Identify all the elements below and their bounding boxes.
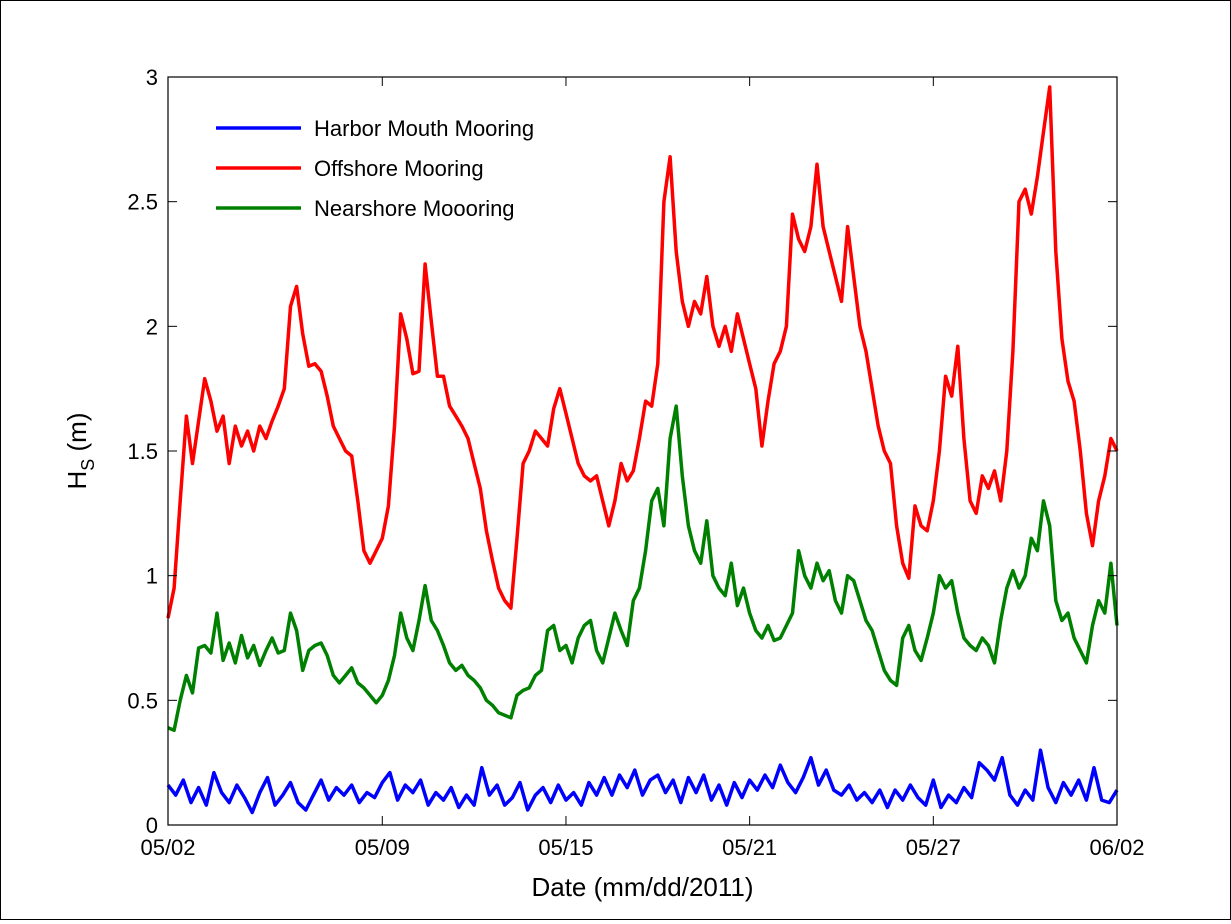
y-axis-label-subscript: S xyxy=(78,459,98,471)
legend-label-2: Nearshore Moooring xyxy=(314,196,515,221)
legend-label-0: Harbor Mouth Mooring xyxy=(314,116,534,141)
y-tick-label: 1 xyxy=(146,564,158,589)
ticks-layer: 0 0.5 1 1.5 2 2.5 3 05/02 05/09 05/15 05/21 05/27 06… xyxy=(127,65,1144,860)
x-tick-label: 05/02 xyxy=(140,835,195,860)
series-line-2 xyxy=(167,404,1119,733)
series-layer xyxy=(166,85,1119,815)
x-tick-label: 05/27 xyxy=(906,835,961,860)
legend-label-1: Offshore Mooring xyxy=(314,156,484,181)
series-line-1 xyxy=(166,85,1119,619)
series-line-0 xyxy=(166,748,1119,815)
x-tick-label: 05/15 xyxy=(538,835,593,860)
y-tick-label: 1.5 xyxy=(127,439,158,464)
x-axis-label: Date (mm/dd/2011) xyxy=(531,872,753,902)
y-tick-label: 0.5 xyxy=(127,688,158,713)
axes-box xyxy=(167,76,1118,826)
x-tick-label: 06/02 xyxy=(1089,835,1144,860)
x-tick-label: 05/09 xyxy=(355,835,410,860)
y-tick-label: 2.5 xyxy=(127,190,158,215)
legend: Harbor Mouth Mooring Offshore Mooring Near… xyxy=(216,116,534,221)
y-tick-label: 0 xyxy=(146,813,158,838)
y-tick-label: 3 xyxy=(146,65,158,90)
y-axis-label-unit: (m) xyxy=(62,413,92,459)
y-axis-label: HS (m) xyxy=(62,413,98,490)
y-tick-label: 2 xyxy=(146,314,158,339)
y-axis-label-main: H xyxy=(62,471,92,490)
x-tick-label: 05/21 xyxy=(722,835,777,860)
